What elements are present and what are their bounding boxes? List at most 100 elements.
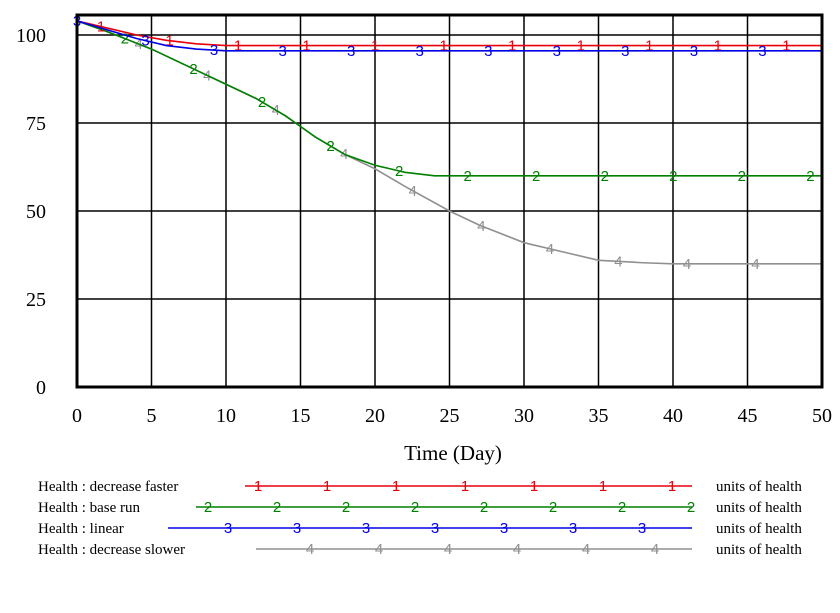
legend-units: units of health (716, 542, 802, 558)
series-marker: 4 (751, 256, 759, 273)
series-marker: 3 (278, 43, 286, 60)
x-tick-label: 0 (72, 405, 82, 427)
legend-units: units of health (716, 521, 802, 537)
x-tick-label: 50 (812, 405, 832, 427)
x-tick-label: 25 (440, 405, 460, 427)
legend-marker: 2 (687, 499, 695, 516)
series-marker: 1 (371, 38, 379, 55)
series-marker: 1 (97, 19, 105, 36)
series-marker: 1 (165, 33, 173, 50)
legend-marker: 1 (323, 478, 331, 495)
series-marker: 4 (409, 183, 417, 200)
series-marker: 1 (577, 38, 585, 55)
legend-marker: 1 (392, 478, 400, 495)
legend-marker: 2 (204, 499, 212, 516)
legend-marker: 2 (549, 499, 557, 516)
series-marker: 4 (546, 241, 554, 258)
legend-entry: Health : decrease slower 4 4 4 4 4 4 units of h… (38, 541, 802, 558)
x-tick-label: 5 (147, 405, 157, 427)
series-marker: 1 (302, 38, 310, 55)
legend-entry: Health : decrease faster 1 1 1 1 1 1 1 units of … (38, 478, 802, 495)
series-marker: 3 (210, 42, 218, 59)
x-tick-label: 40 (663, 405, 683, 427)
series-marker: 1 (234, 38, 242, 55)
legend-label: Health : decrease slower (38, 542, 185, 558)
series-marker: 2 (601, 168, 609, 185)
x-axis-title: Time (Day) (404, 441, 502, 465)
series-marker: 3 (416, 43, 424, 60)
legend-marker: 3 (638, 520, 646, 537)
legend-marker: 2 (342, 499, 350, 516)
series-marker: 3 (553, 43, 561, 60)
legend-marker: 3 (500, 520, 508, 537)
series-marker: 2 (464, 168, 472, 185)
legend-marker: 4 (651, 541, 659, 558)
series-1: 1 1 1 1 1 1 1 1 1 1 1 (76, 19, 822, 55)
series-2: 2 2 2 2 2 2 2 2 2 2 2 (76, 20, 822, 185)
x-tick-label: 45 (738, 405, 758, 427)
x-tick-labels: 0 5 10 15 20 25 30 35 40 45 50 (72, 405, 832, 427)
y-tick-label: 0 (36, 377, 46, 399)
legend-marker: 2 (273, 499, 281, 516)
series-line (76, 20, 822, 52)
legend-label: Health : decrease faster (38, 479, 178, 495)
series-marker: 4 (683, 256, 691, 273)
series-marker: 2 (326, 138, 334, 155)
legend-units: units of health (716, 500, 802, 516)
series-marker: 3 (690, 43, 698, 60)
y-tick-label: 50 (26, 201, 46, 223)
series-line (76, 20, 822, 177)
legend-marker: 3 (569, 520, 577, 537)
x-tick-label: 20 (365, 405, 385, 427)
y-tick-label: 75 (26, 113, 46, 135)
x-tick-label: 10 (216, 405, 236, 427)
legend-marker: 3 (224, 520, 232, 537)
plot-frame (75, 13, 824, 389)
series-marker: 1 (508, 38, 516, 55)
series-marker: 2 (395, 163, 403, 180)
legend-marker: 2 (480, 499, 488, 516)
series-marker: 1 (645, 38, 653, 55)
series-marker: 3 (484, 43, 492, 60)
legend-marker: 1 (668, 478, 676, 495)
legend-marker: 1 (530, 478, 538, 495)
legend-label: Health : linear (38, 521, 124, 537)
legend-marker: 2 (618, 499, 626, 516)
legend-marker: 4 (306, 541, 314, 558)
series-marker: 3 (621, 43, 629, 60)
legend-marker: 1 (461, 478, 469, 495)
series-marker: 1 (782, 38, 790, 55)
series-marker: 1 (714, 38, 722, 55)
y-tick-labels: 0 25 50 75 100 (16, 25, 46, 399)
legend-marker: 3 (431, 520, 439, 537)
legend-marker: 4 (375, 541, 383, 558)
series-marker: 2 (258, 94, 266, 111)
series-marker: 2 (189, 61, 197, 78)
series-marker: 3 (758, 43, 766, 60)
series-marker: 2 (738, 168, 746, 185)
series-marker: 4 (477, 218, 485, 235)
series-line (76, 20, 822, 47)
series-marker: 1 (440, 38, 448, 55)
series-marker: 3 (141, 33, 149, 50)
series-marker: 4 (614, 253, 622, 270)
series-marker: 2 (669, 168, 677, 185)
legend-marker: 1 (599, 478, 607, 495)
x-tick-label: 15 (291, 405, 311, 427)
legend-marker: 1 (254, 478, 262, 495)
x-tick-label: 30 (514, 405, 534, 427)
legend-marker: 4 (513, 541, 521, 558)
legend: Health : decrease faster 1 1 1 1 1 1 1 units of … (38, 478, 802, 558)
y-tick-label: 25 (26, 289, 46, 311)
legend-entry: Health : linear 3 3 3 3 3 3 3 units of health (38, 520, 802, 537)
legend-entry: Health : base run 2 2 2 2 2 2 2 2 units of health (38, 499, 802, 516)
legend-label: Health : base run (38, 500, 141, 516)
series-marker: 2 (121, 31, 129, 48)
series-marker: 3 (347, 43, 355, 60)
y-tick-label: 100 (16, 25, 46, 47)
legend-marker: 2 (411, 499, 419, 516)
legend-marker: 3 (293, 520, 301, 537)
series-marker: 2 (806, 168, 814, 185)
